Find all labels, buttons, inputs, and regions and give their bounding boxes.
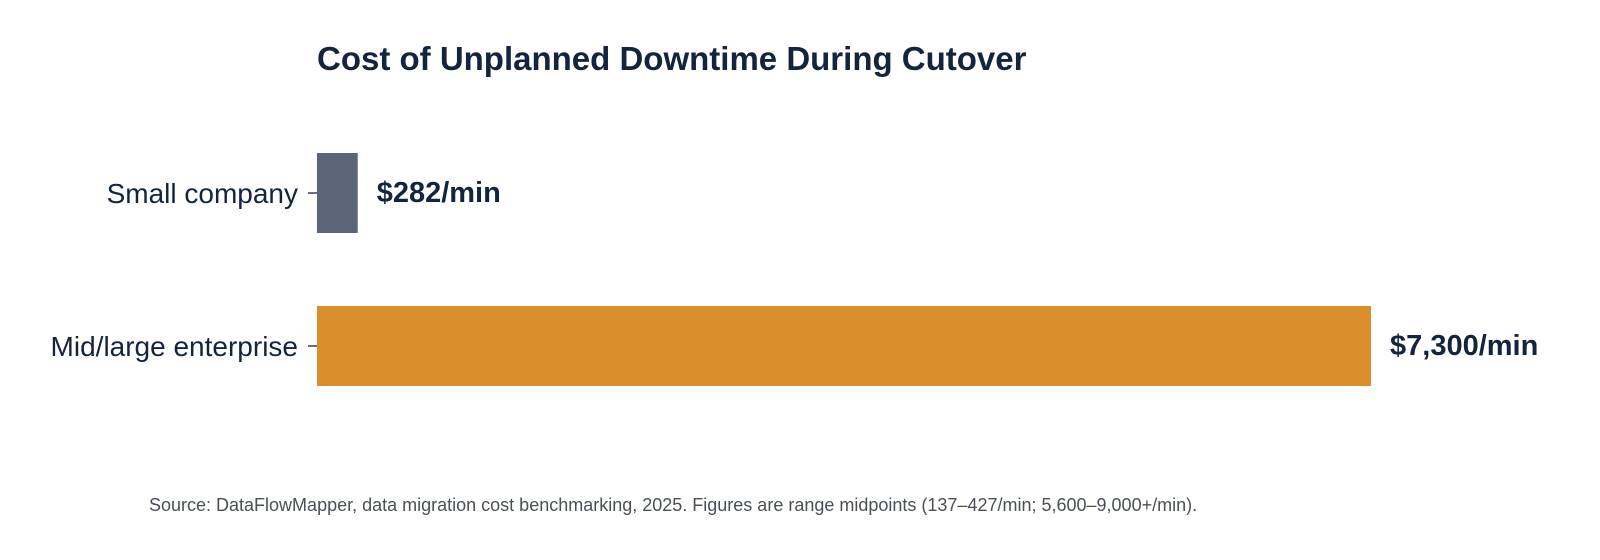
value-labels-group: $282/min $7,300/min	[377, 177, 1539, 362]
chart-title: Cost of Unplanned Downtime During Cutove…	[317, 40, 1027, 77]
bars-group	[317, 153, 1371, 386]
bar-small-company	[317, 153, 358, 233]
category-label-mid-large-enterprise: Mid/large enterprise	[51, 331, 298, 362]
category-label-small-company: Small company	[107, 178, 298, 209]
value-label-mid-large-enterprise: $7,300/min	[1390, 330, 1538, 362]
source-note: Source: DataFlowMapper, data migration c…	[149, 495, 1197, 515]
value-label-small-company: $282/min	[377, 177, 501, 209]
bar-mid-large-enterprise	[317, 306, 1371, 386]
category-labels-group: Small company Mid/large enterprise	[51, 178, 317, 362]
